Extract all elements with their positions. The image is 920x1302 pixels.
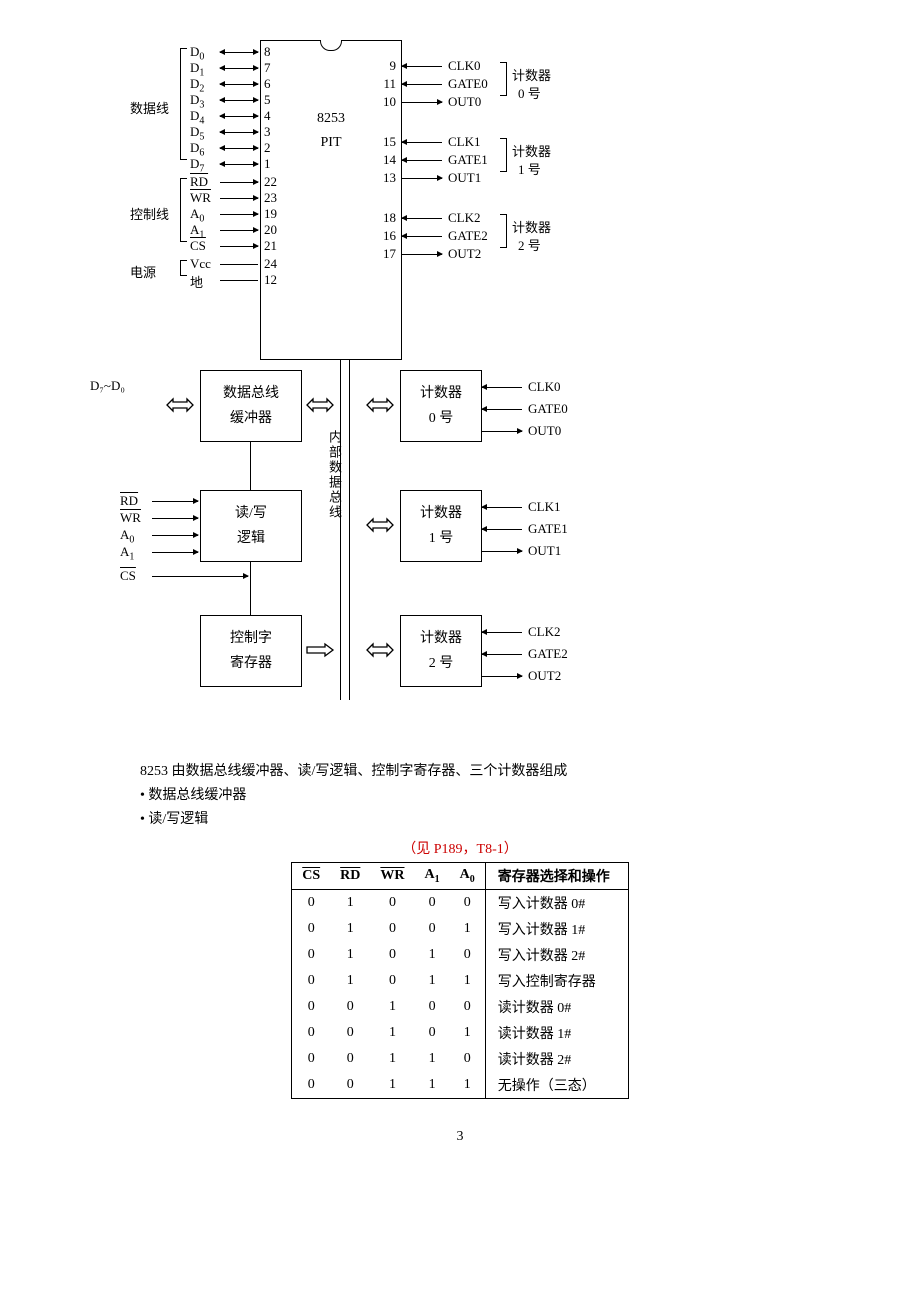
data-bus-buffer-box: 数据总线 缓冲器 (200, 370, 302, 442)
pin-signal-GATE2: GATE2 (448, 228, 488, 244)
table-row: 00101读计数器 1# (292, 1020, 629, 1046)
pin-group-label: 电源 (130, 262, 156, 281)
pin-number: 21 (264, 238, 277, 254)
bus-arrow-icon (305, 642, 335, 662)
chip-pinout-diagram: 8253 PIT D08D17D26D35D44D53D62D71数据线RD22… (80, 40, 840, 320)
pin-number: 2 (264, 140, 271, 156)
pin-number: 22 (264, 174, 277, 190)
pin-signal-OUT0: OUT0 (448, 94, 481, 110)
rw-logic-box: 读/写 逻辑 (200, 490, 302, 562)
table-row: 00100读计数器 0# (292, 994, 629, 1020)
counter-box-2: 计数器2 号 (400, 615, 482, 687)
pin-signal-GATE0: GATE0 (448, 76, 488, 92)
page-number: 3 (80, 1129, 840, 1145)
internal-bus (340, 360, 350, 700)
pin-signal-GATE1: GATE1 (448, 152, 488, 168)
table-row: 00110读计数器 2# (292, 1046, 629, 1072)
pin-number: 1 (264, 156, 271, 172)
table-row: 01010写入计数器 2# (292, 942, 629, 968)
d-bus-label: D₇~D₀ (90, 378, 125, 394)
bullet-2: • 读/写逻辑 (140, 808, 840, 828)
truth-table: CSRDWRA1A0寄存器选择和操作 01000写入计数器 0#01001写入计… (291, 862, 629, 1099)
description-text: 8253 由数据总线缓冲器、读/写逻辑、控制字寄存器、三个计数器组成 (140, 760, 840, 780)
pin-number: 19 (264, 206, 277, 222)
chip-name: 8253 (261, 111, 401, 127)
table-row: 00111无操作（三态） (292, 1072, 629, 1099)
table-header: RD (330, 863, 370, 890)
pin-number: 6 (264, 76, 271, 92)
pin-signal-CLK2: CLK2 (448, 210, 481, 226)
block-diagram: D₇~D₀ 数据总线 缓冲器 读/写 逻辑 控制字 寄存器 内部数据总线 计数器… (120, 360, 840, 740)
pin-number: 12 (264, 272, 277, 288)
bus-arrow-icon (365, 397, 395, 417)
control-register-box: 控制字 寄存器 (200, 615, 302, 687)
pin-signal-地: 地 (190, 272, 203, 291)
pin-number: 7 (264, 60, 271, 76)
red-reference: （见 P189，T8-1） (80, 838, 840, 858)
bus-arrow-icon (365, 642, 395, 662)
pin-number: 5 (264, 92, 271, 108)
pin-number: 20 (264, 222, 277, 238)
pin-signal-CLK0: CLK0 (448, 58, 481, 74)
table-header: A0 (450, 863, 486, 890)
table-header: CS (292, 863, 330, 890)
internal-bus-label: 内部数据总线 (325, 430, 344, 520)
pin-signal-Vcc: Vcc (190, 256, 211, 272)
pin-number: 3 (264, 124, 271, 140)
pin-number: 24 (264, 256, 277, 272)
pin-number: 8 (264, 44, 271, 60)
pin-number: 23 (264, 190, 277, 206)
pin-signal-CS: CS (190, 238, 206, 254)
bus-arrow-icon (165, 397, 195, 417)
counter-box-0: 计数器0 号 (400, 370, 482, 442)
pin-signal-RD: RD (190, 174, 208, 190)
bullet-1: • 数据总线缓冲器 (140, 784, 840, 804)
pin-signal-WR: WR (190, 190, 211, 206)
table-row: 01011写入控制寄存器 (292, 968, 629, 994)
pin-signal-D7: D7 (190, 156, 204, 175)
pin-signal-CLK1: CLK1 (448, 134, 481, 150)
table-header: WR (370, 863, 414, 890)
pin-group-label: 数据线 (130, 98, 169, 117)
pin-signal-OUT2: OUT2 (448, 246, 481, 262)
table-row: 01001写入计数器 1# (292, 916, 629, 942)
pin-number: 4 (264, 108, 271, 124)
chip-notch (320, 40, 342, 51)
table-header: 寄存器选择和操作 (485, 863, 628, 890)
pin-signal-OUT1: OUT1 (448, 170, 481, 186)
bus-arrow-icon (365, 517, 395, 537)
counter-box-1: 计数器1 号 (400, 490, 482, 562)
pin-group-label: 控制线 (130, 204, 169, 223)
table-header: A1 (415, 863, 450, 890)
bus-arrow-icon (305, 397, 335, 417)
table-row: 01000写入计数器 0# (292, 890, 629, 917)
